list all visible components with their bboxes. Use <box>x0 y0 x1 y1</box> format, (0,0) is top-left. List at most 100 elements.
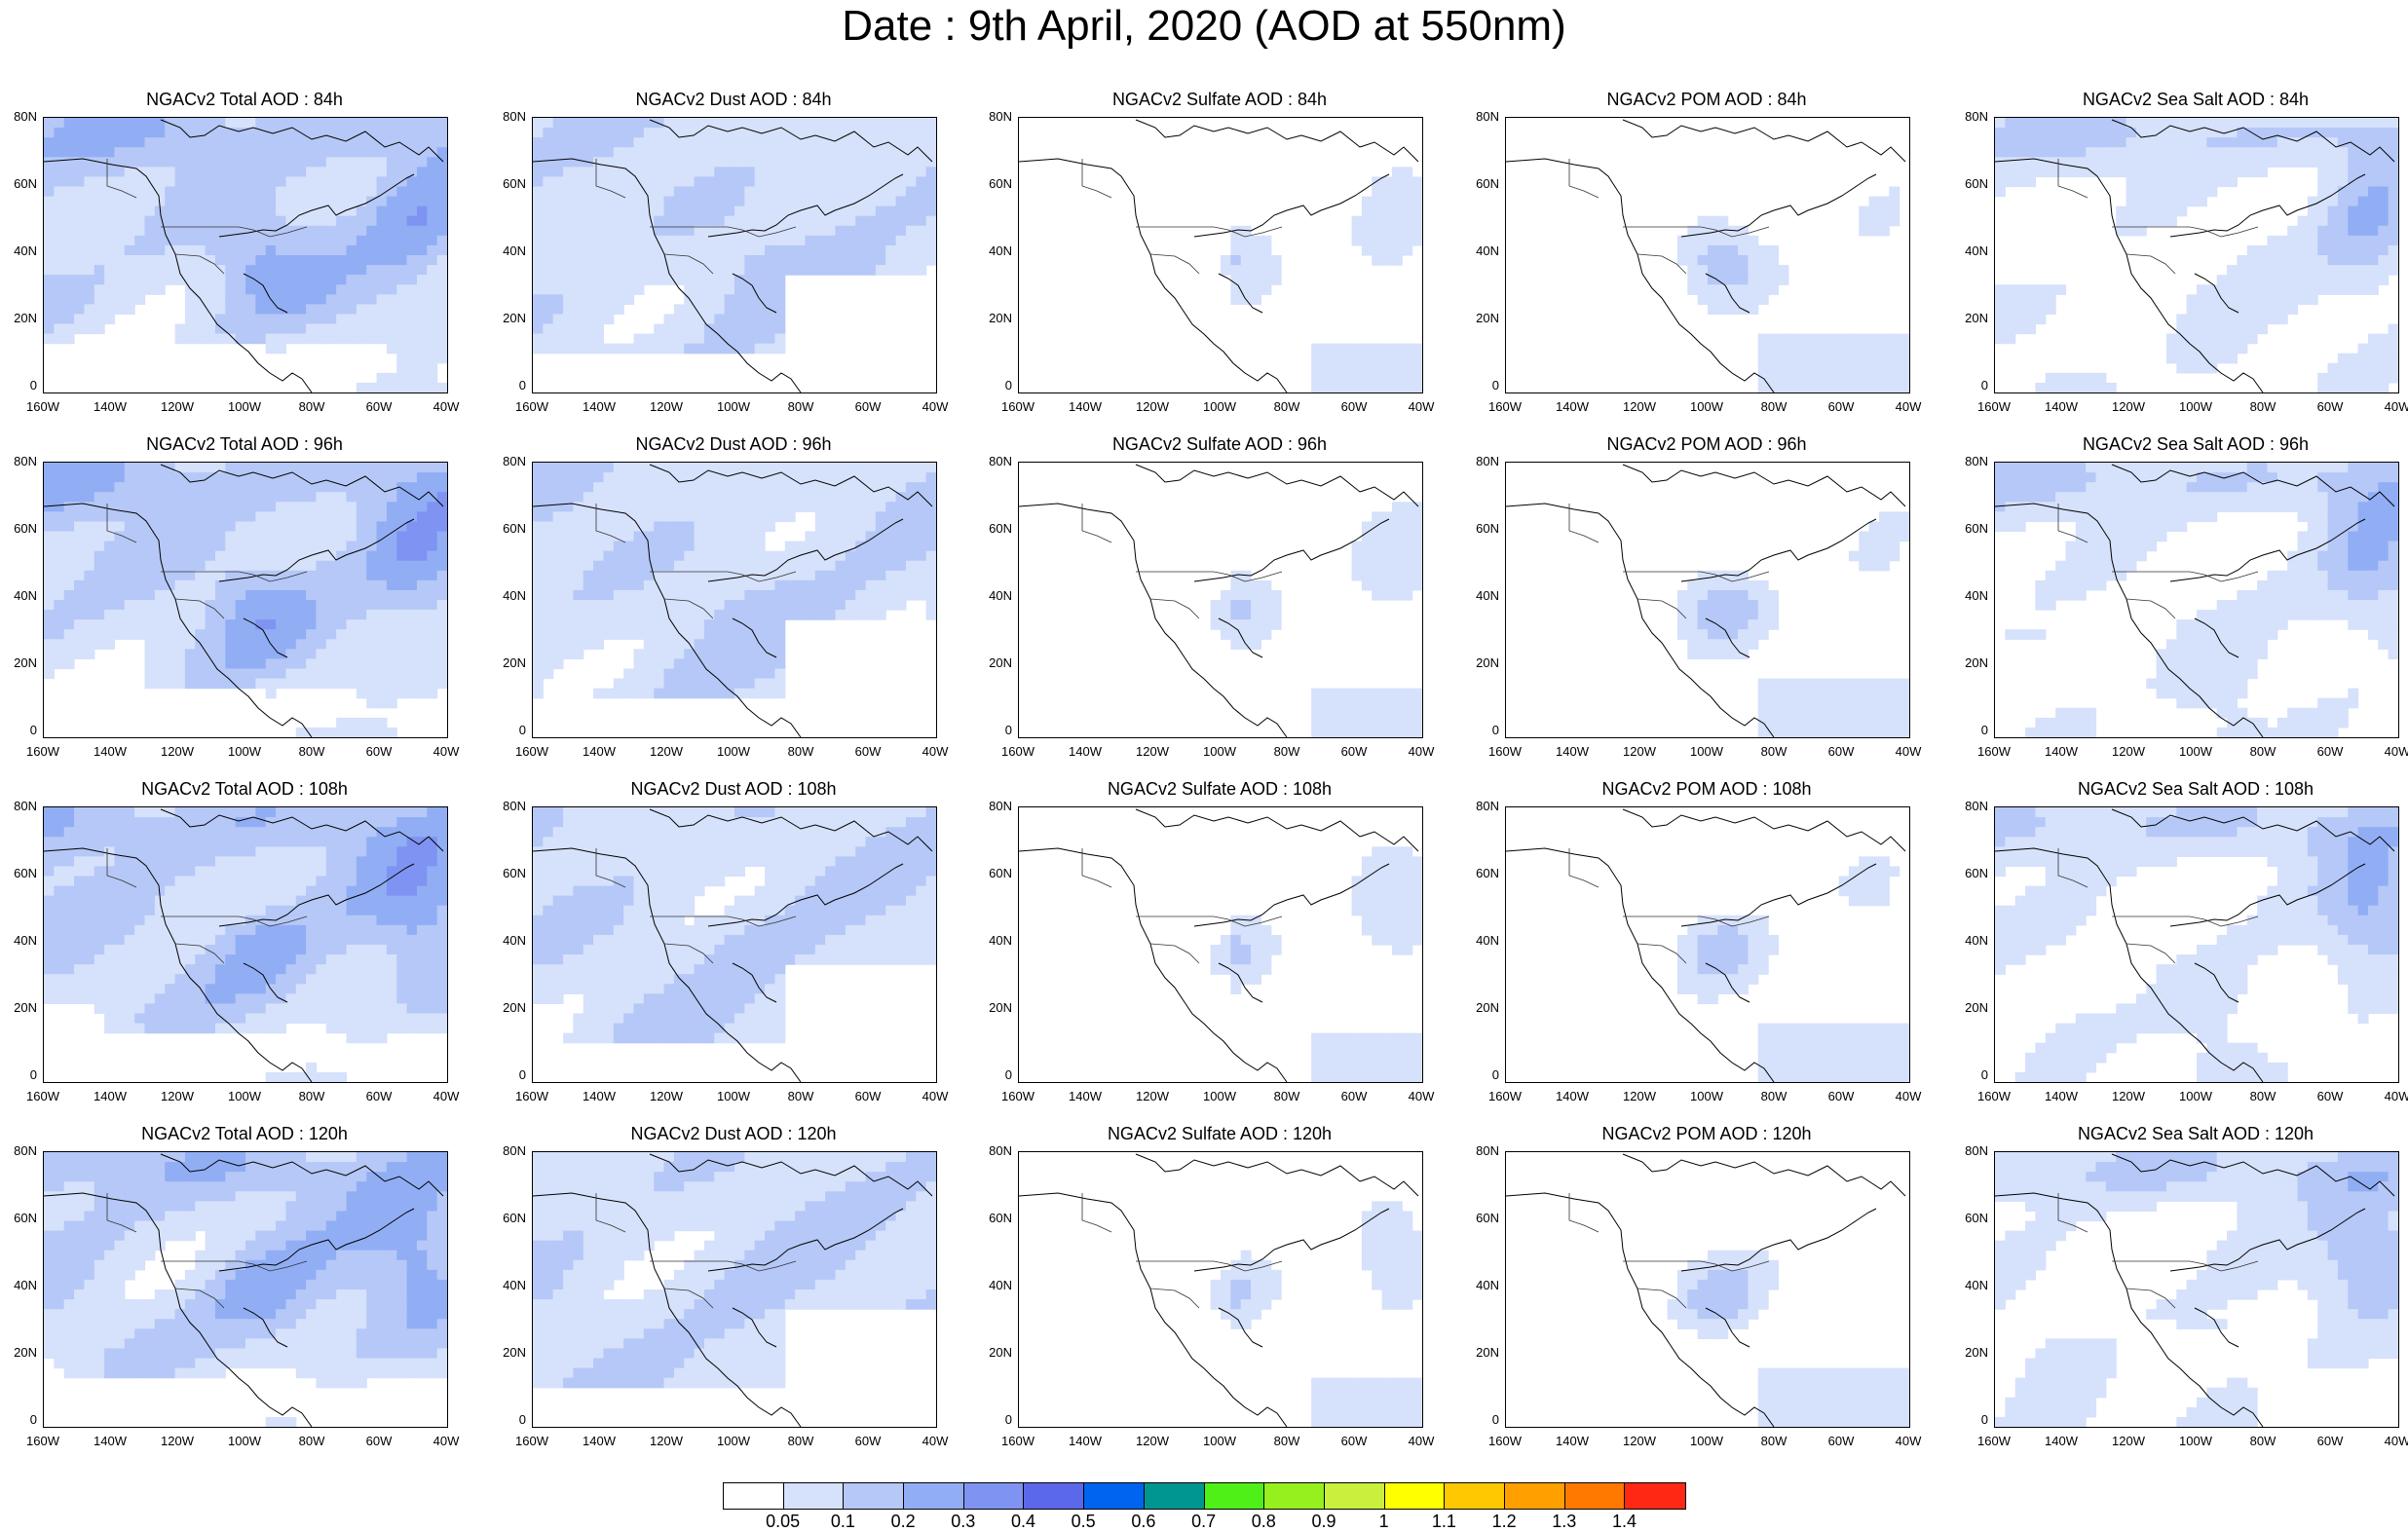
colorbar-label: 0.05 <box>759 1512 808 1532</box>
lon-tick-label: 60W <box>357 1089 400 1103</box>
lon-tick-label: 80W <box>2241 399 2284 414</box>
lon-tick-label: 140W <box>578 399 621 414</box>
panel-title: NGACv2 Total AOD : 84h <box>40 90 449 110</box>
lat-tick-label: 20N <box>1460 1000 1499 1015</box>
lat-tick-label: 40N <box>0 1278 37 1292</box>
lon-tick-label: 80W <box>2241 1089 2284 1103</box>
colorbar-swatch <box>1024 1483 1084 1509</box>
lon-tick-label: 40W <box>1400 399 1443 414</box>
lon-tick-label: 100W <box>223 744 266 759</box>
lat-tick-label: 0 <box>0 723 37 737</box>
map-panel <box>43 462 448 738</box>
aod-field <box>1995 463 2398 737</box>
panel-title: NGACv2 Dust AOD : 96h <box>529 434 938 455</box>
lat-tick-label: 0 <box>1949 1067 1988 1082</box>
lon-tick-label: 100W <box>223 1434 266 1448</box>
lon-tick-label: 80W <box>1265 399 1308 414</box>
lon-tick-label: 100W <box>1685 399 1728 414</box>
lat-tick-label: 60N <box>973 866 1012 880</box>
lon-tick-label: 160W <box>510 744 553 759</box>
map-panel <box>1505 1151 1910 1428</box>
lon-tick-label: 60W <box>2309 744 2352 759</box>
lon-tick-label: 40W <box>425 1089 468 1103</box>
lat-tick-label: 80N <box>487 799 526 813</box>
lat-tick-label: 80N <box>0 109 37 124</box>
lon-tick-label: 160W <box>1484 744 1526 759</box>
lat-tick-label: 0 <box>1949 1412 1988 1427</box>
lat-tick-label: 20N <box>487 311 526 325</box>
panel-title: NGACv2 Sulfate AOD : 96h <box>1015 434 1424 455</box>
lat-tick-label: 60N <box>0 1211 37 1225</box>
lon-tick-label: 160W <box>1484 1434 1526 1448</box>
lon-tick-label: 80W <box>1265 1089 1308 1103</box>
lat-tick-label: 80N <box>1460 109 1499 124</box>
lat-tick-label: 80N <box>0 799 37 813</box>
lon-tick-label: 100W <box>1685 1089 1728 1103</box>
lon-tick-label: 40W <box>914 1434 957 1448</box>
lon-tick-label: 100W <box>2174 744 2217 759</box>
lat-tick-label: 20N <box>1949 1345 1988 1360</box>
colorbar-swatch <box>1505 1483 1565 1509</box>
lat-tick-label: 60N <box>1460 521 1499 536</box>
lon-tick-label: 80W <box>2241 1434 2284 1448</box>
lat-tick-label: 60N <box>0 176 37 191</box>
lat-tick-label: 40N <box>487 243 526 258</box>
lon-tick-label: 160W <box>21 744 64 759</box>
lon-tick-label: 60W <box>1333 399 1375 414</box>
lat-tick-label: 20N <box>0 1000 37 1015</box>
lon-tick-label: 80W <box>779 1434 822 1448</box>
lat-tick-label: 80N <box>487 454 526 468</box>
lon-tick-label: 120W <box>2107 1089 2150 1103</box>
lon-tick-label: 120W <box>2107 1434 2150 1448</box>
lat-tick-label: 20N <box>487 655 526 670</box>
lat-tick-label: 20N <box>973 311 1012 325</box>
lat-tick-label: 60N <box>973 521 1012 536</box>
lon-tick-label: 80W <box>1752 1089 1795 1103</box>
lon-tick-label: 160W <box>1973 399 2015 414</box>
lon-tick-label: 160W <box>1973 1434 2015 1448</box>
panel-title: NGACv2 Dust AOD : 84h <box>529 90 938 110</box>
lat-tick-label: 40N <box>973 933 1012 948</box>
lat-tick-label: 20N <box>1460 311 1499 325</box>
colorbar-swatch <box>1565 1483 1626 1509</box>
panel-title: NGACv2 Total AOD : 96h <box>40 434 449 455</box>
lon-tick-label: 100W <box>1198 744 1241 759</box>
panel-title: NGACv2 Dust AOD : 120h <box>529 1124 938 1144</box>
lon-tick-label: 120W <box>1131 744 1174 759</box>
lat-tick-label: 20N <box>1949 311 1988 325</box>
lon-tick-label: 40W <box>1887 399 1930 414</box>
colorbar-label: 0.2 <box>879 1512 927 1532</box>
lat-tick-label: 40N <box>487 1278 526 1292</box>
colorbar-swatch <box>1205 1483 1265 1509</box>
lat-tick-label: 80N <box>0 1143 37 1158</box>
lon-tick-label: 40W <box>425 399 468 414</box>
panel-title: NGACv2 Sea Salt AOD : 108h <box>1991 779 2400 800</box>
panel-title: NGACv2 POM AOD : 96h <box>1502 434 1911 455</box>
lat-tick-label: 60N <box>1949 1211 1988 1225</box>
lon-tick-label: 120W <box>1618 399 1661 414</box>
lon-tick-label: 140W <box>2040 1089 2083 1103</box>
colorbar-swatch <box>1145 1483 1205 1509</box>
aod-field <box>533 118 936 392</box>
lat-tick-label: 20N <box>1460 1345 1499 1360</box>
map-panel <box>1994 806 2399 1083</box>
lon-tick-label: 100W <box>712 399 755 414</box>
lon-tick-label: 40W <box>1887 744 1930 759</box>
aod-field <box>44 1152 447 1427</box>
lat-tick-label: 0 <box>1460 378 1499 392</box>
lon-tick-label: 100W <box>1685 744 1728 759</box>
lon-tick-label: 40W <box>1400 1089 1443 1103</box>
lon-tick-label: 80W <box>1265 1434 1308 1448</box>
lat-tick-label: 20N <box>973 1345 1012 1360</box>
map-panel <box>1994 1151 2399 1428</box>
lon-tick-label: 40W <box>1400 1434 1443 1448</box>
lat-tick-label: 40N <box>1460 243 1499 258</box>
lat-tick-label: 80N <box>487 109 526 124</box>
lon-tick-label: 140W <box>2040 399 2083 414</box>
lat-tick-label: 0 <box>1460 723 1499 737</box>
lat-tick-label: 0 <box>1949 378 1988 392</box>
aod-field <box>1506 118 1909 392</box>
lon-tick-label: 80W <box>1752 1434 1795 1448</box>
aod-field <box>1506 463 1909 737</box>
lat-tick-label: 60N <box>973 1211 1012 1225</box>
